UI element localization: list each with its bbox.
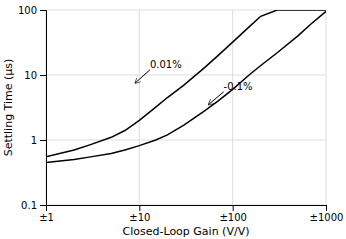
tick: 10 [24,70,46,81]
annotations: 0.01% -0.1% [135,59,253,105]
annotation-text: -0.1% [224,81,253,92]
plot: ±1 ±10 ±100 ±1000 0.1 1 10 100 0.01% -0.1% [18,5,344,223]
x-axis: ±1 ±10 ±100 ±1000 [39,205,343,223]
annotation-arrow [208,92,223,105]
axis-line [40,11,47,206]
tick-mark [139,205,140,211]
annotation-text: 0.01% [150,59,182,70]
grid-line-y [46,75,326,76]
tick-label: ±1 [39,212,54,223]
axis-line [47,206,327,212]
x-axis-title: Closed-Loop Gain (V/V) [123,225,250,238]
tick: ±100 [219,205,246,223]
tick-mark [326,205,327,211]
tick-label: 100 [18,5,37,16]
line [46,10,326,157]
y-axis: 0.1 1 10 100 [18,5,47,211]
tick-label: ±10 [129,212,150,223]
tick-label: ±100 [219,212,246,223]
tick-mark [233,205,234,211]
tick: ±10 [129,205,150,223]
grid-line-x [232,10,233,205]
annotation-arrow [135,70,150,83]
tick: ±1 [39,205,54,223]
tick-mark [40,205,46,206]
grid-line-y [46,140,326,141]
tick: 1 [31,135,46,146]
grid [46,10,326,205]
tick: ±1000 [310,205,344,223]
tick-label: 0.1 [21,200,37,211]
tick: 0.1 [21,200,46,211]
tick: 100 [18,5,46,16]
line [46,11,326,162]
tick-mark [40,75,46,76]
chart: ±1 ±10 ±100 ±1000 0.1 1 10 100 0.01% -0.1% Closed-… [0,0,346,239]
y-axis-title: Settling Time (μs) [2,59,15,157]
tick-mark [40,140,46,141]
lines [46,10,326,163]
tick-label: ±1000 [310,212,344,223]
tick-label: 10 [24,70,37,81]
grid-line-x [139,10,140,205]
grid-line-x [326,10,327,205]
tick-mark [40,10,46,11]
tick-label: 1 [31,135,37,146]
